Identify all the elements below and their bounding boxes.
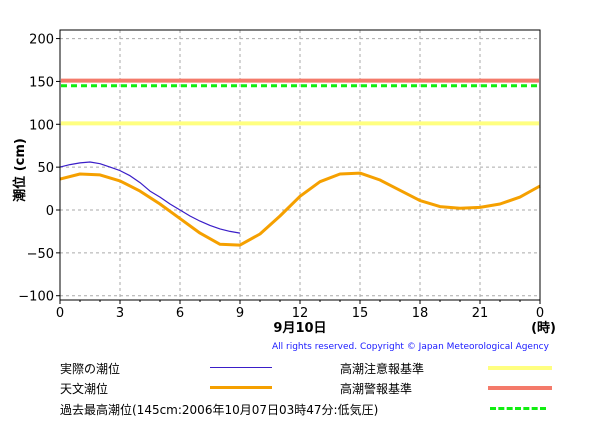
legend-label-actual: 実際の潮位 bbox=[60, 362, 121, 376]
x-tick-label: 12 bbox=[292, 306, 309, 321]
series-line bbox=[59, 161, 241, 234]
x-tick-label: 21 bbox=[472, 306, 489, 321]
x-axis-unit: (時) bbox=[531, 320, 556, 336]
legend-label-warning: 高潮警報基準 bbox=[340, 382, 413, 396]
legend-label-record: 過去最高潮位(145cm:2006年10月07日03時47分:低気圧) bbox=[60, 403, 379, 417]
x-tick-label: 3 bbox=[116, 306, 124, 321]
x-tick-labels: 0 3 6 9 12 15 18 21 0 bbox=[56, 300, 544, 321]
legend-swatch-advisory bbox=[488, 366, 552, 370]
legend-label-advisory: 高潮注意報基準 bbox=[340, 362, 425, 376]
legend: 実際の潮位 高潮注意報基準 天文潮位 高潮警報基準 過去最高潮位(145cm:2… bbox=[0, 356, 600, 426]
copyright-notice: All rights reserved. Copyright © Japan M… bbox=[272, 342, 549, 352]
date-label: 9月10日 bbox=[273, 321, 326, 336]
x-tick-label: 0 bbox=[536, 306, 544, 321]
y-tick-labels: 200 150 100 50 0 −50 −100 bbox=[18, 33, 60, 305]
x-tick-label: 15 bbox=[352, 306, 369, 321]
y-tick-label: 100 bbox=[29, 118, 54, 133]
y-tick-label: 0 bbox=[46, 204, 54, 219]
reference-lines bbox=[61, 78, 539, 126]
x-tick-label: 0 bbox=[56, 306, 64, 321]
legend-swatch-warning bbox=[488, 386, 552, 390]
x-tick-label: 18 bbox=[412, 306, 429, 321]
y-tick-label: −100 bbox=[18, 290, 54, 305]
series-line bbox=[59, 171, 541, 247]
y-tick-label: 50 bbox=[37, 161, 54, 176]
series-lines bbox=[59, 161, 541, 247]
legend-swatch-astronomical bbox=[210, 386, 272, 389]
legend-label-astronomical: 天文潮位 bbox=[60, 382, 109, 396]
legend-swatch-record bbox=[490, 407, 546, 410]
y-axis-label: 潮位 (cm) bbox=[12, 138, 28, 202]
x-tick-label: 9 bbox=[236, 306, 244, 321]
y-tick-label: −50 bbox=[27, 247, 54, 262]
x-tick-label: 6 bbox=[176, 306, 184, 321]
y-tick-label: 200 bbox=[29, 33, 54, 48]
y-tick-label: 150 bbox=[29, 75, 54, 90]
grid-lines bbox=[60, 30, 540, 300]
legend-swatch-actual bbox=[210, 367, 272, 368]
